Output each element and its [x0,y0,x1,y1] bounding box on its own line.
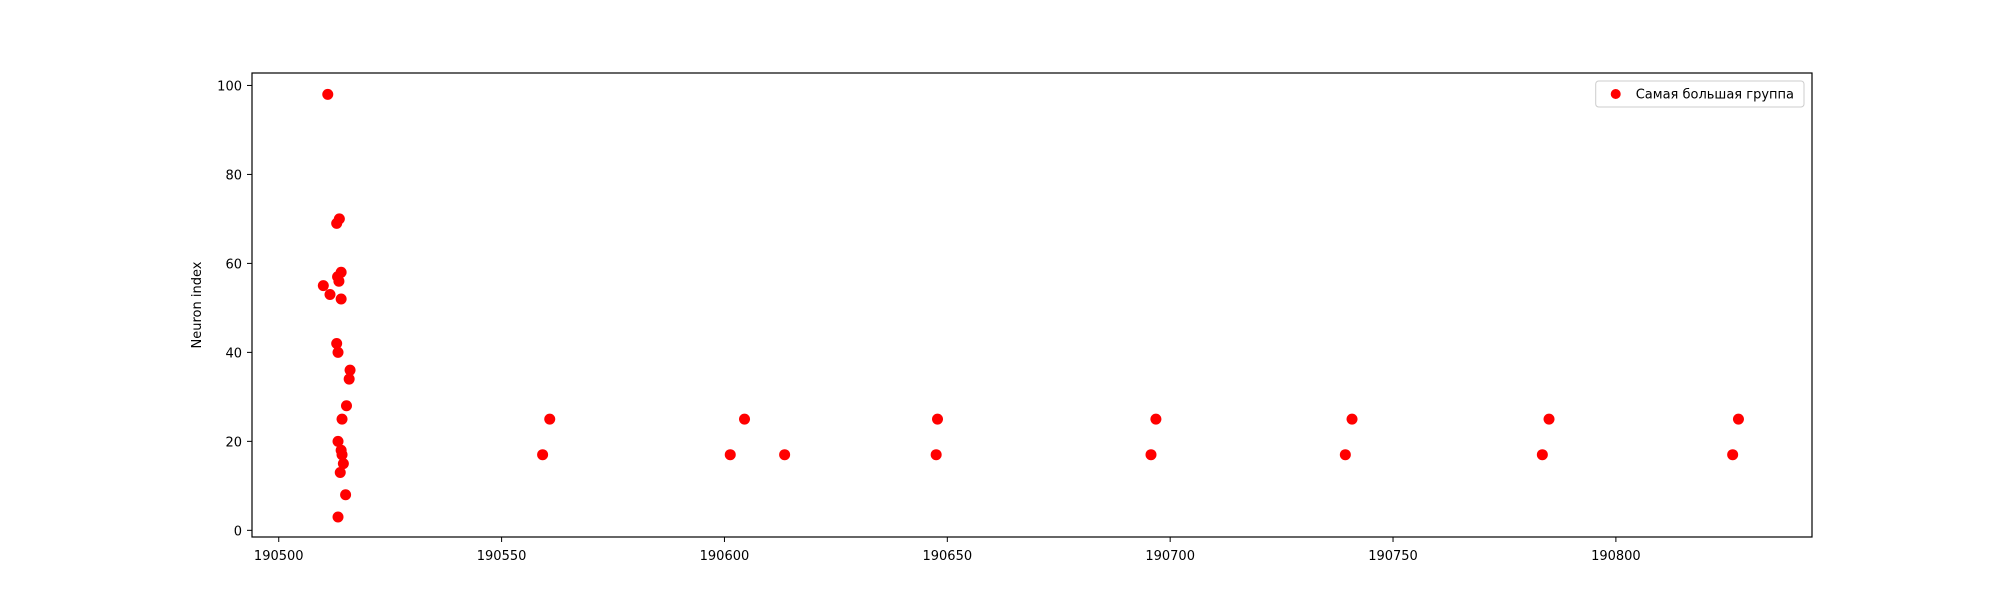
data-point [537,449,549,461]
data-point [1150,413,1162,425]
data-point [343,373,355,385]
data-point [544,413,556,425]
data-point [1543,413,1555,425]
data-point [724,449,736,461]
x-tick-label: 190650 [922,549,972,564]
data-point [932,413,944,425]
data-point [334,466,346,478]
data-point [1339,449,1351,461]
legend-label: Самая большая группа [1636,88,1794,103]
legend-box [1595,80,1805,108]
data-point [322,88,334,100]
data-point [335,266,347,278]
plot-frame [251,72,1813,538]
data-point [331,337,343,349]
x-tick-label: 190800 [1591,549,1641,564]
x-tick-label: 190550 [477,549,527,564]
y-tick-label: 0 [234,524,242,539]
x-tick-label: 190500 [254,549,304,564]
data-points-layer [317,88,1744,523]
y-axis: 0 20 40 60 80 100 [217,79,252,539]
x-tick-label: 190600 [700,549,750,564]
data-point [1536,449,1548,461]
x-axis: 190500 190550 190600 190650 190700 190750 1908… [254,537,1641,564]
data-point [332,435,344,447]
data-point [324,289,336,301]
x-tick-label: 190750 [1368,549,1418,564]
data-point [336,413,348,425]
y-tick-label: 100 [217,79,242,94]
data-point [336,449,348,461]
legend: Самая большая группа [1595,80,1805,108]
data-point [344,364,356,376]
data-point [337,458,349,470]
data-point [340,489,352,501]
data-point [317,280,329,292]
data-point [333,275,345,287]
y-tick-label: 80 [225,168,242,183]
x-tick-label: 190700 [1145,549,1195,564]
data-point [333,213,345,225]
data-point [332,346,344,358]
data-point [930,449,942,461]
data-point [739,413,751,425]
data-point [332,511,344,523]
data-point [779,449,791,461]
data-point [1346,413,1358,425]
y-axis-label: Neuron index [190,261,205,348]
y-tick-label: 40 [225,346,242,361]
data-point [1145,449,1157,461]
y-tick-label: 20 [225,435,242,450]
y-tick-label: 60 [225,257,242,272]
data-point [335,293,347,305]
data-point [1732,413,1744,425]
legend-marker [1610,89,1621,99]
data-point [340,400,352,412]
data-point [1727,449,1739,461]
